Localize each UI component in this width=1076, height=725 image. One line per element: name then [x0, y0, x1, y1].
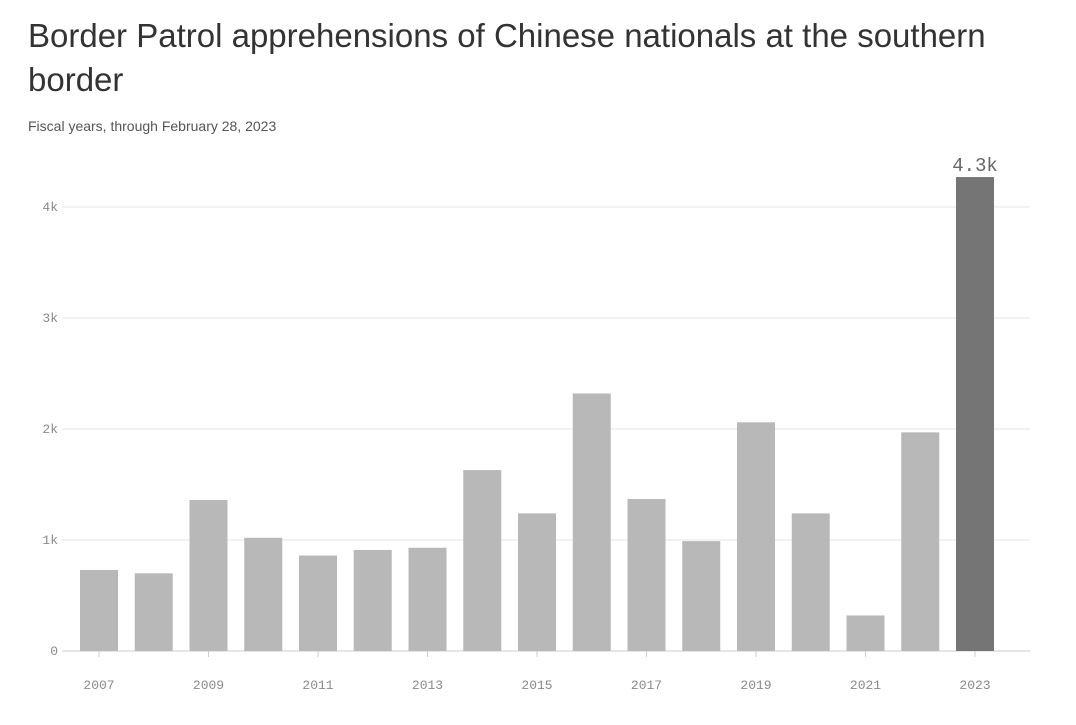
bar-2012: [353, 549, 392, 651]
bar-2018: [682, 541, 721, 651]
axis-labels: 0 1k 2k 3k 4k 4.3k 2007 2009 2011 2013 2015 2017 201…: [42, 155, 997, 693]
bar-2019: [737, 422, 775, 651]
x-tick-label: 2011: [302, 678, 333, 693]
data-label: 4.3k: [952, 155, 998, 177]
bar-2017: [627, 498, 666, 651]
bar-2009: [189, 500, 228, 651]
bar-2021: [846, 615, 885, 651]
chart-title: Border Patrol apprehensions of Chinese n…: [28, 17, 986, 98]
chart-subtitle: Fiscal years, through February 28, 2023: [28, 118, 277, 134]
bar-2011: [299, 555, 337, 651]
x-tick-label: 2019: [740, 678, 771, 693]
bar-2007: [80, 569, 118, 651]
bar-2013: [408, 547, 447, 651]
y-tick-label: 4k: [42, 200, 58, 215]
bar-2016: [572, 393, 611, 651]
bar-2023: [956, 177, 994, 651]
y-tick-label: 1k: [42, 533, 58, 548]
bar-2014: [463, 470, 502, 651]
bar-2010: [244, 537, 283, 651]
bar-2020: [791, 513, 830, 651]
bar-2015: [518, 513, 556, 651]
bar-2022: [901, 432, 940, 651]
y-tick-label: 0: [50, 644, 58, 659]
x-tick-label: 2015: [521, 678, 552, 693]
y-tick-label: 2k: [42, 422, 58, 437]
x-tick-label: 2023: [959, 678, 990, 693]
x-tick-label: 2017: [631, 678, 662, 693]
x-tick-label: 2009: [193, 678, 224, 693]
y-tick-label: 3k: [42, 311, 58, 326]
bars: [80, 177, 994, 651]
bar-2008: [134, 573, 173, 651]
x-tick-label: 2007: [83, 678, 114, 693]
x-tick-label: 2021: [850, 678, 881, 693]
x-tick-label: 2013: [412, 678, 443, 693]
